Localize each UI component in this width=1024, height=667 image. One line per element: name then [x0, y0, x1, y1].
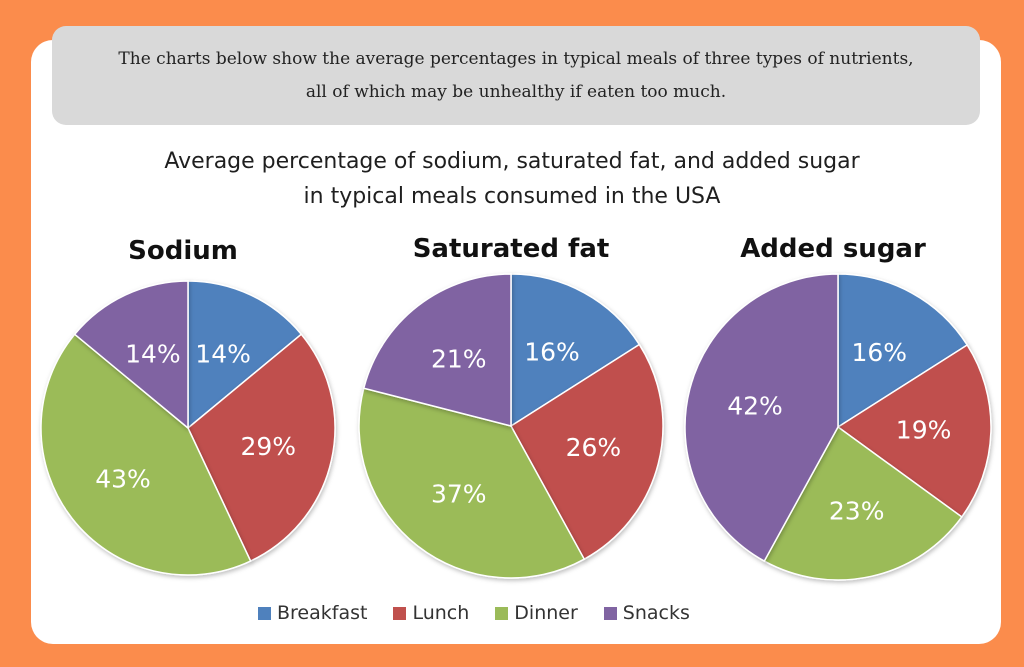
- chart-title-line-1: Average percentage of sodium, saturated …: [164, 149, 860, 174]
- intro-line-1: The charts below show the average percen…: [118, 48, 914, 69]
- legend-label-dinner: Dinner: [514, 602, 578, 624]
- pie-label-added-sugar-snacks: 42%: [727, 392, 783, 421]
- legend-label-lunch: Lunch: [412, 602, 470, 624]
- legend-swatch-breakfast: [258, 606, 271, 620]
- legend-label-breakfast: Breakfast: [277, 602, 368, 624]
- legend-item-lunch: Lunch: [393, 602, 469, 624]
- legend-swatch-dinner: [495, 606, 509, 620]
- pie-slice-saturated-fat-snacks: [362, 273, 512, 427]
- pie-slice-sodium-snacks: [73, 280, 189, 430]
- pie-label-saturated-fat-snacks: 21%: [431, 345, 487, 374]
- pie-sodium: 14% 29% 43% 14%: [40, 280, 336, 576]
- intro-line-2: all of which may be unhealthy if eaten t…: [305, 81, 727, 102]
- pie-label-saturated-fat-dinner: 37%: [431, 479, 487, 508]
- legend: Breakfast Lunch Dinner Snacks: [258, 600, 716, 626]
- intro-box: The charts below show the average percen…: [52, 26, 980, 125]
- legend-swatch-snacks: [603, 606, 617, 620]
- pie-label-sodium-lunch: 29%: [241, 432, 297, 461]
- legend-label-snacks: Snacks: [622, 602, 690, 624]
- pie-label-saturated-fat-breakfast: 16%: [524, 337, 580, 366]
- pie-title-added-sugar: Added sugar: [740, 234, 926, 264]
- pie-slice-added-sugar-dinner: [763, 425, 963, 581]
- pie-label-added-sugar-lunch: 19%: [896, 416, 952, 445]
- legend-swatch-lunch: [393, 606, 407, 620]
- pie-label-added-sugar-breakfast: 16%: [852, 338, 908, 367]
- pie-added-sugar: 16% 19% 23% 42%: [684, 273, 992, 581]
- pie-slice-sodium-breakfast: [187, 280, 303, 430]
- chart-title: Average percentage of sodium, saturated …: [0, 144, 1024, 214]
- pie-label-sodium-dinner: 43%: [95, 465, 151, 494]
- legend-item-breakfast: Breakfast: [258, 602, 367, 624]
- pie-slice-saturated-fat-breakfast: [510, 273, 641, 428]
- pie-slice-sodium-dinner: [40, 333, 252, 576]
- chart-title-line-2: in typical meals consumed in the USA: [303, 184, 721, 209]
- pie-label-sodium-breakfast: 14%: [195, 340, 251, 369]
- pie-slice-added-sugar-snacks: [684, 273, 839, 563]
- pie-slice-saturated-fat-lunch: [510, 343, 664, 561]
- pie-slice-saturated-fat-dinner: [358, 387, 586, 579]
- pie-title-saturated-fat: Saturated fat: [412, 234, 610, 264]
- legend-item-snacks: Snacks: [603, 602, 690, 624]
- legend-item-dinner: Dinner: [495, 602, 578, 624]
- pie-label-added-sugar-dinner: 23%: [829, 497, 885, 526]
- pie-slice-added-sugar-lunch: [836, 343, 992, 518]
- pie-title-sodium: Sodium: [128, 236, 238, 266]
- pie-label-sodium-snacks: 14%: [125, 340, 181, 369]
- pie-saturated-fat: 16% 26% 37% 21%: [358, 273, 664, 579]
- pie-label-saturated-fat-lunch: 26%: [566, 433, 622, 462]
- pie-slice-added-sugar-breakfast: [837, 273, 969, 429]
